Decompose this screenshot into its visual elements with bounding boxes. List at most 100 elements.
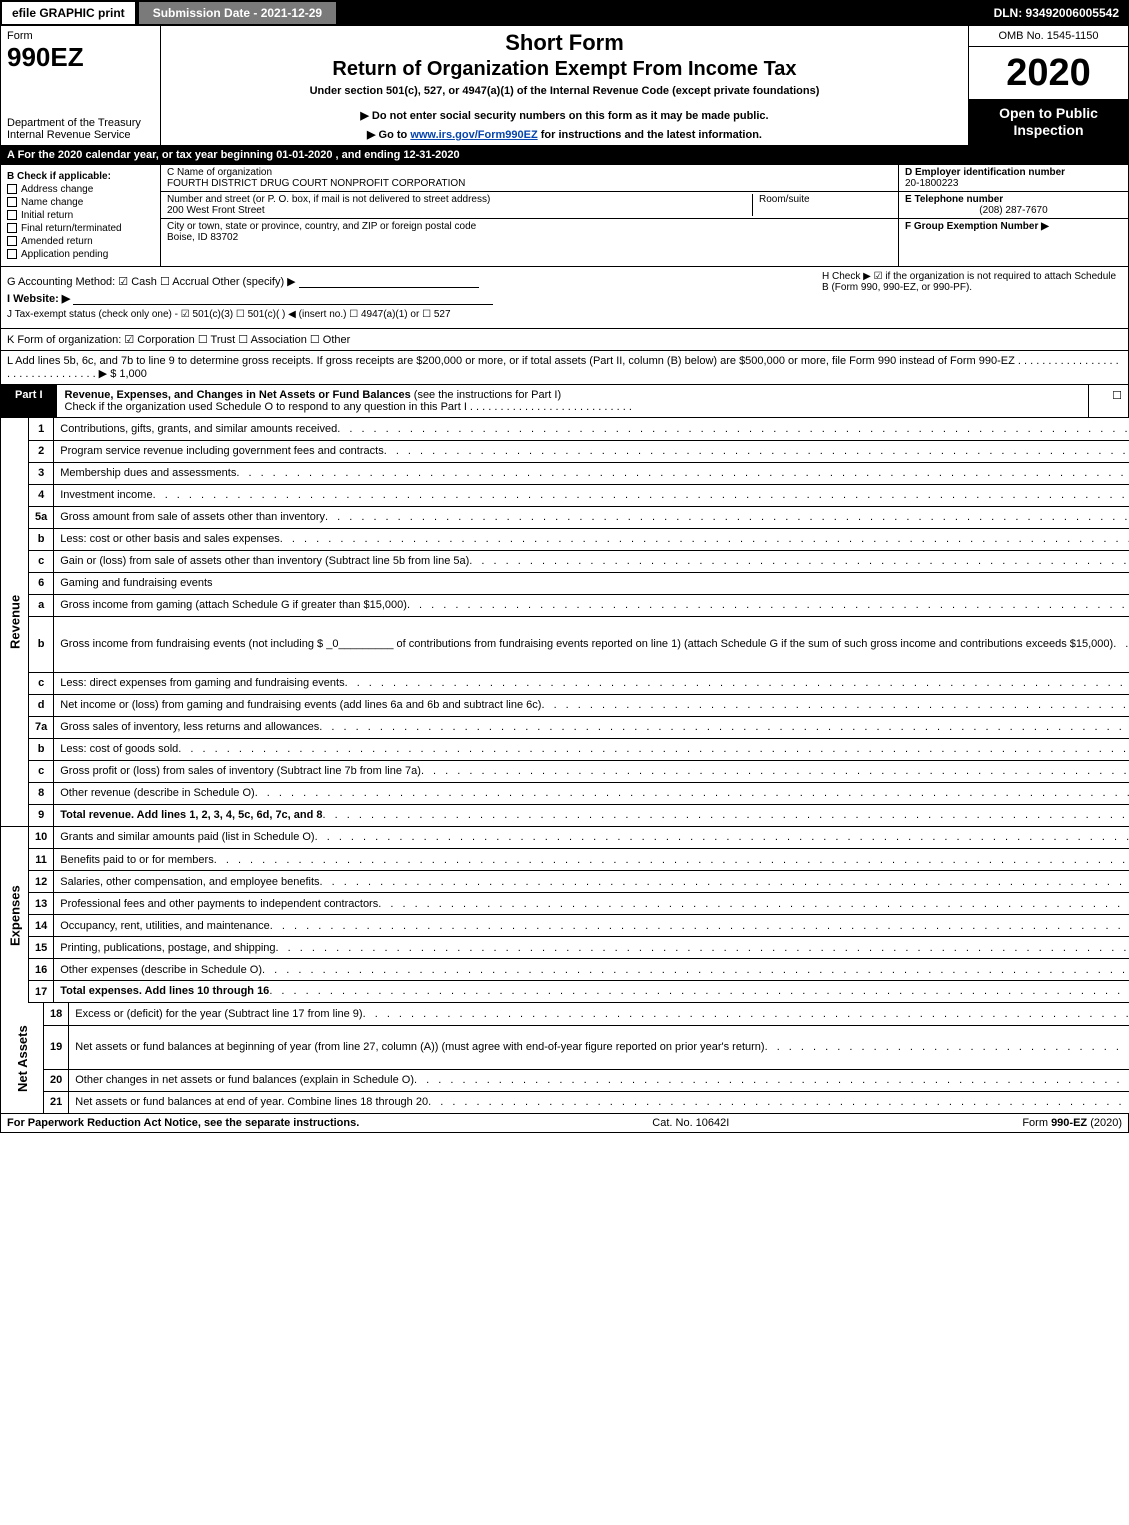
efile-label[interactable]: efile GRAPHIC print xyxy=(0,0,137,26)
line-desc: Contributions, gifts, grants, and simila… xyxy=(54,418,1129,440)
table-row: 5aGross amount from sale of assets other… xyxy=(1,506,1129,528)
table-row: 12Salaries, other compensation, and empl… xyxy=(1,871,1129,893)
tel-row: E Telephone number (208) 287-7670 xyxy=(899,192,1128,219)
e-label: E Telephone number xyxy=(905,194,1003,205)
city-row: City or town, state or province, country… xyxy=(161,219,898,245)
ein-row: D Employer identification number 20-1800… xyxy=(899,165,1128,192)
section-ghij: H Check ▶ ☑ if the organization is not r… xyxy=(0,267,1129,329)
table-row: bGross income from fundraising events (n… xyxy=(1,616,1129,672)
table-row: 2Program service revenue including gover… xyxy=(1,440,1129,462)
line-desc: Benefits paid to or for members xyxy=(54,849,1129,871)
section-k: K Form of organization: ☑ Corporation ☐ … xyxy=(0,329,1129,351)
b-opt-1[interactable]: Name change xyxy=(7,197,154,208)
city-label: City or town, state or province, country… xyxy=(167,221,892,232)
room-suite: Room/suite xyxy=(752,194,892,216)
line-number: 7a xyxy=(29,716,54,738)
c-val: FOURTH DISTRICT DRUG COURT NONPROFIT COR… xyxy=(167,178,892,189)
line-number: 14 xyxy=(29,915,54,937)
open-to-public: Open to Public Inspection xyxy=(969,99,1128,145)
table-row: aGross income from gaming (attach Schedu… xyxy=(1,594,1129,616)
f-label: F Group Exemption Number ▶ xyxy=(905,221,1049,232)
addr-row: Number and street (or P. O. box, if mail… xyxy=(161,192,898,219)
table-row: bLess: cost or other basis and sales exp… xyxy=(1,528,1129,550)
section-l: L Add lines 5b, 6c, and 7b to line 9 to … xyxy=(0,351,1129,385)
footer-mid: Cat. No. 10642I xyxy=(359,1117,1022,1129)
expenses-table: Expenses10Grants and similar amounts pai… xyxy=(0,827,1129,1004)
b-opt-5[interactable]: Application pending xyxy=(7,249,154,260)
line-desc: Gross amount from sale of assets other t… xyxy=(54,506,1129,528)
table-row: 3Membership dues and assessments30 xyxy=(1,462,1129,484)
line-number: 10 xyxy=(29,827,54,849)
line-number: 2 xyxy=(29,440,54,462)
line-desc: Other changes in net assets or fund bala… xyxy=(69,1069,1129,1091)
part1-checkbox[interactable]: ☐ xyxy=(1088,385,1128,417)
line-number: 11 xyxy=(29,849,54,871)
footer-right: Form 990-EZ (2020) xyxy=(1022,1117,1122,1129)
top-bar: efile GRAPHIC print Submission Date - 20… xyxy=(0,0,1129,26)
note2-post: for instructions and the latest informat… xyxy=(538,129,762,141)
line-desc: Total expenses. Add lines 10 through 16 … xyxy=(54,981,1129,1003)
table-row: 17Total expenses. Add lines 10 through 1… xyxy=(1,981,1129,1003)
line-number: b xyxy=(29,528,54,550)
line-desc: Gross income from fundraising events (no… xyxy=(54,616,1129,672)
netassets-table: Net Assets18Excess or (deficit) for the … xyxy=(0,1003,1129,1114)
line-desc: Salaries, other compensation, and employ… xyxy=(54,871,1129,893)
line-desc: Less: cost of goods sold xyxy=(54,738,1129,760)
b-opt-4[interactable]: Amended return xyxy=(7,236,154,247)
table-row: dNet income or (loss) from gaming and fu… xyxy=(1,694,1129,716)
line-number: 18 xyxy=(44,1003,69,1025)
line-number: 15 xyxy=(29,937,54,959)
part1-title: Revenue, Expenses, and Changes in Net As… xyxy=(57,385,1088,417)
line-number: 9 xyxy=(29,804,54,826)
part1-header: Part I Revenue, Expenses, and Changes in… xyxy=(0,385,1129,418)
line-desc: Excess or (deficit) for the year (Subtra… xyxy=(69,1003,1129,1025)
line-number: c xyxy=(29,550,54,572)
b-opt-0[interactable]: Address change xyxy=(7,184,154,195)
table-row: 19Net assets or fund balances at beginni… xyxy=(1,1025,1129,1069)
table-row: 20Other changes in net assets or fund ba… xyxy=(1,1069,1129,1091)
line-desc: Gross income from gaming (attach Schedul… xyxy=(54,594,1129,616)
line-desc: Net assets or fund balances at end of ye… xyxy=(69,1091,1129,1113)
line-number: d xyxy=(29,694,54,716)
b-opt-3[interactable]: Final return/terminated xyxy=(7,223,154,234)
part1-checkline: Check if the organization used Schedule … xyxy=(65,401,632,413)
submission-date: Submission Date - 2021-12-29 xyxy=(137,0,338,26)
section-side-label: Expenses xyxy=(1,827,29,1003)
return-title: Return of Organization Exempt From Incom… xyxy=(169,58,960,81)
footer-left: For Paperwork Reduction Act Notice, see … xyxy=(7,1117,359,1129)
city-val: Boise, ID 83702 xyxy=(167,232,892,243)
column-d: D Employer identification number 20-1800… xyxy=(898,165,1128,266)
table-row: 14Occupancy, rent, utilities, and mainte… xyxy=(1,915,1129,937)
b-opt-2[interactable]: Initial return xyxy=(7,210,154,221)
header-left: Form 990EZ Department of the Treasury In… xyxy=(1,26,161,145)
line-desc: Less: cost or other basis and sales expe… xyxy=(54,528,1129,550)
table-row: 8Other revenue (describe in Schedule O)8… xyxy=(1,782,1129,804)
table-row: 11Benefits paid to or for members110 xyxy=(1,849,1129,871)
goto-note: ▶ Go to www.irs.gov/Form990EZ for instru… xyxy=(169,128,960,141)
line-number: a xyxy=(29,594,54,616)
line-desc: Occupancy, rent, utilities, and maintena… xyxy=(54,915,1129,937)
line-desc: Net income or (loss) from gaming and fun… xyxy=(54,694,1129,716)
line-number: 5a xyxy=(29,506,54,528)
line-number: 20 xyxy=(44,1069,69,1091)
dln-label: DLN: 93492006005542 xyxy=(984,2,1129,24)
line-number: 6 xyxy=(29,572,54,594)
org-name-row: C Name of organization FOURTH DISTRICT D… xyxy=(161,165,898,192)
line-desc: Other expenses (describe in Schedule O) xyxy=(54,959,1129,981)
table-row: bLess: cost of goods sold7b0 xyxy=(1,738,1129,760)
line-desc: Gain or (loss) from sale of assets other… xyxy=(54,550,1129,572)
line-desc: Total revenue. Add lines 1, 2, 3, 4, 5c,… xyxy=(54,804,1129,826)
header-right: OMB No. 1545-1150 2020 Open to Public In… xyxy=(968,26,1128,145)
table-row: cGross profit or (loss) from sales of in… xyxy=(1,760,1129,782)
short-form-title: Short Form xyxy=(169,30,960,56)
e-val: (208) 287-7670 xyxy=(905,205,1122,216)
table-row: cLess: direct expenses from gaming and f… xyxy=(1,672,1129,694)
line-number: 1 xyxy=(29,418,54,440)
section-side-label: Revenue xyxy=(1,418,29,826)
line-number: 13 xyxy=(29,893,54,915)
revenue-table: Revenue1Contributions, gifts, grants, an… xyxy=(0,418,1129,827)
addr-label: Number and street (or P. O. box, if mail… xyxy=(167,194,752,205)
line-desc: Other revenue (describe in Schedule O) xyxy=(54,782,1129,804)
ssn-note: ▶ Do not enter social security numbers o… xyxy=(169,109,960,122)
irs-link[interactable]: www.irs.gov/Form990EZ xyxy=(410,129,537,141)
